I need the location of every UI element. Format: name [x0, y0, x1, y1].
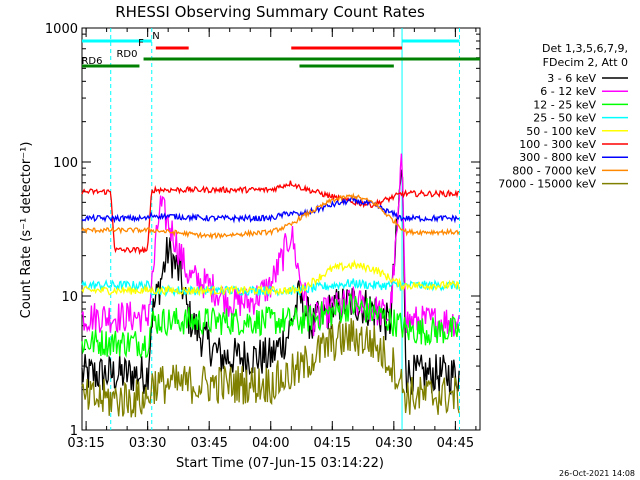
legend-label: 25 - 50 keV — [533, 112, 596, 125]
legend-label: 50 - 100 keV — [526, 125, 596, 138]
y-tick-label: 10 — [61, 290, 78, 305]
x-tick-label: 03:15 — [67, 436, 104, 451]
series-line-8 — [81, 192, 460, 241]
y-tick-label: 1 — [70, 424, 78, 439]
state-bar-label: RD6 — [81, 56, 102, 67]
series-line-2 — [81, 153, 460, 339]
x-tick-label: 04:00 — [252, 436, 289, 451]
y-tick-label: 100 — [53, 156, 78, 171]
legend-label: 100 - 300 keV — [519, 138, 596, 151]
x-tick-label: 04:30 — [375, 436, 412, 451]
series-line-3 — [81, 292, 460, 359]
legend-header-line-2: FDecim 2, Att 0 — [543, 56, 628, 69]
x-axis-label: Start Time (07-Jun-15 03:14:22) — [176, 456, 384, 471]
legend-label: 6 - 12 keV — [540, 85, 596, 98]
legend-label: 300 - 800 keV — [519, 151, 596, 164]
series-line-7 — [81, 195, 460, 224]
plot-frame — [81, 27, 481, 431]
legend-label: 800 - 7000 keV — [512, 164, 596, 177]
plot-area: 1 10 100 1000 03:15 03:30 03:45 04:00 04:15 04:30… — [45, 22, 481, 451]
legend-label: 12 - 25 keV — [533, 98, 596, 111]
legend-header-line-1: Det 1,3,5,6,7,9, — [542, 42, 628, 55]
y-axis-label: Count Rate (s⁻¹ detector⁻¹) — [19, 142, 34, 319]
chart-title: RHESSI Observing Summary Count Rates — [115, 3, 425, 21]
series-line-9 — [81, 318, 460, 418]
timestamp-label: 26-Oct-2021 14:08 — [559, 469, 635, 478]
series-line-1 — [81, 169, 460, 396]
x-tick-label: 04:45 — [437, 436, 474, 451]
x-tick-label: 03:30 — [129, 436, 166, 451]
x-tick-label: 03:45 — [190, 436, 227, 451]
series-line-5 — [81, 259, 460, 297]
legend-label: 3 - 6 keV — [547, 72, 596, 85]
state-bar-label: N — [152, 31, 159, 42]
state-bar-label: RD0 — [116, 49, 137, 60]
legend-label: 7000 - 15000 keV — [498, 178, 596, 191]
x-tick-label: 04:15 — [314, 436, 351, 451]
state-bar-label: F — [138, 38, 144, 49]
y-tick-label: 1000 — [45, 22, 78, 37]
series-line-6 — [81, 180, 460, 256]
